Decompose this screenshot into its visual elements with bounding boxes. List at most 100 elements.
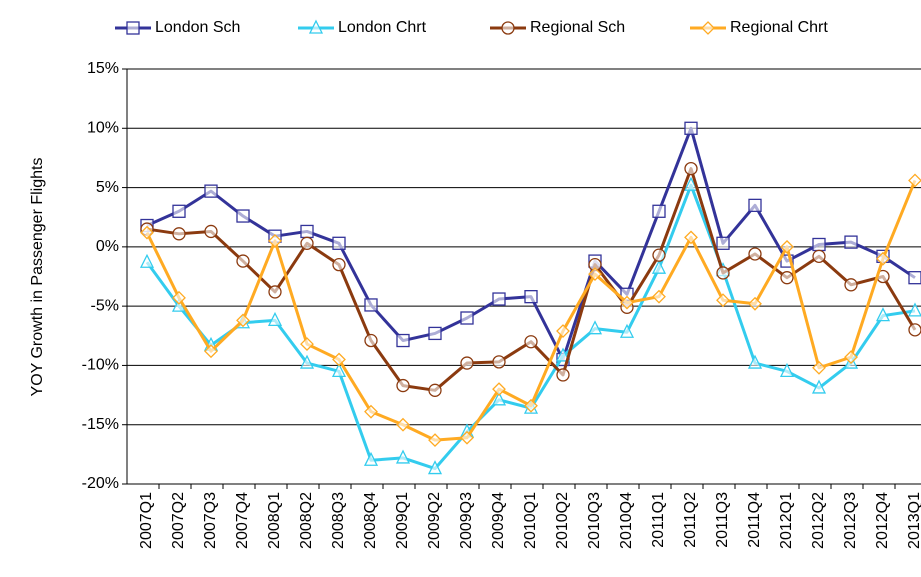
x-tick-label: 2009Q4 [490, 492, 507, 549]
marker [396, 333, 410, 348]
x-tick-label: 2008Q3 [330, 492, 347, 549]
y-tick-label: 0% [96, 238, 119, 255]
marker [172, 290, 186, 305]
marker [812, 249, 826, 263]
x-tick-label: 2012Q4 [874, 492, 891, 549]
marker [684, 161, 698, 176]
marker [204, 224, 218, 239]
marker [126, 21, 140, 35]
marker [779, 362, 795, 378]
marker [907, 302, 921, 317]
marker [524, 398, 538, 413]
y-tick-label: 5% [96, 179, 119, 196]
marker [588, 267, 602, 282]
marker [747, 354, 763, 369]
marker [364, 333, 378, 348]
marker [332, 257, 346, 272]
x-tick-label: 2011Q2 [682, 492, 699, 548]
marker [428, 326, 442, 341]
marker [701, 21, 715, 35]
marker [364, 298, 378, 312]
marker [492, 292, 506, 306]
marker [812, 360, 826, 375]
x-tick-label: 2007Q3 [202, 492, 219, 549]
marker [268, 234, 282, 248]
x-tick-label: 2007Q2 [170, 492, 187, 549]
marker [332, 352, 346, 367]
marker [748, 296, 762, 311]
marker [908, 173, 921, 188]
marker [651, 259, 667, 274]
y-axis-title: YOY Growth in Passenger Flights [29, 158, 46, 397]
marker [501, 21, 515, 35]
marker [652, 289, 666, 304]
x-tick-label: 2012Q1 [778, 492, 795, 549]
x-tick-label: 2009Q2 [426, 492, 443, 549]
marker [363, 451, 379, 466]
marker [652, 204, 666, 218]
y-tick-label: -20% [82, 475, 119, 492]
marker [268, 285, 282, 299]
x-tick-label: 2011Q3 [714, 492, 731, 548]
marker [139, 253, 155, 268]
x-tick-label: 2009Q3 [458, 492, 475, 549]
marker [491, 391, 507, 406]
marker [308, 19, 324, 34]
marker [524, 335, 538, 349]
x-tick-label: 2007Q4 [234, 492, 251, 549]
marker [396, 417, 410, 432]
marker [460, 311, 474, 325]
y-tick-label: -5% [91, 297, 119, 314]
marker [364, 404, 378, 419]
x-tick-label: 2010Q3 [586, 492, 603, 549]
marker [300, 337, 314, 352]
x-tick-label: 2008Q2 [298, 492, 315, 549]
marker [555, 347, 571, 362]
x-tick-label: 2007Q1 [138, 492, 155, 549]
marker [620, 295, 634, 310]
y-tick-label: 10% [87, 120, 119, 137]
marker [748, 198, 762, 213]
marker [172, 227, 186, 241]
x-tick-label: 2011Q4 [746, 492, 763, 548]
marker [236, 209, 250, 223]
marker [204, 344, 218, 359]
marker [300, 236, 314, 250]
x-tick-label: 2008Q4 [362, 492, 379, 549]
marker [748, 247, 762, 261]
marker [844, 235, 858, 249]
marker [140, 225, 154, 240]
marker [780, 271, 794, 285]
marker [556, 368, 570, 382]
marker [684, 121, 698, 135]
marker [524, 290, 538, 304]
x-tick-label: 2011Q1 [650, 492, 667, 548]
marker [716, 266, 730, 280]
legend-label: London Sch [155, 19, 240, 36]
marker [492, 382, 506, 397]
marker [492, 355, 506, 369]
marker [684, 230, 698, 245]
marker [427, 460, 443, 475]
marker [844, 350, 858, 365]
marker [652, 248, 666, 262]
marker [332, 236, 346, 250]
x-tick-label: 2008Q1 [266, 492, 283, 549]
marker [428, 433, 442, 448]
x-tick-label: 2010Q4 [618, 492, 635, 549]
marker [683, 176, 699, 191]
legend-label: London Chrt [338, 19, 427, 36]
marker [460, 356, 474, 370]
marker [395, 449, 411, 464]
marker [204, 184, 218, 198]
marker [428, 383, 442, 397]
x-tick-label: 2013Q1 [906, 492, 921, 549]
marker [236, 313, 250, 328]
marker [908, 323, 921, 337]
x-tick-label: 2010Q2 [554, 492, 571, 549]
marker [396, 378, 410, 393]
y-tick-label: -10% [82, 357, 119, 374]
series-line [146, 126, 916, 361]
marker [811, 379, 827, 394]
marker [172, 204, 186, 218]
